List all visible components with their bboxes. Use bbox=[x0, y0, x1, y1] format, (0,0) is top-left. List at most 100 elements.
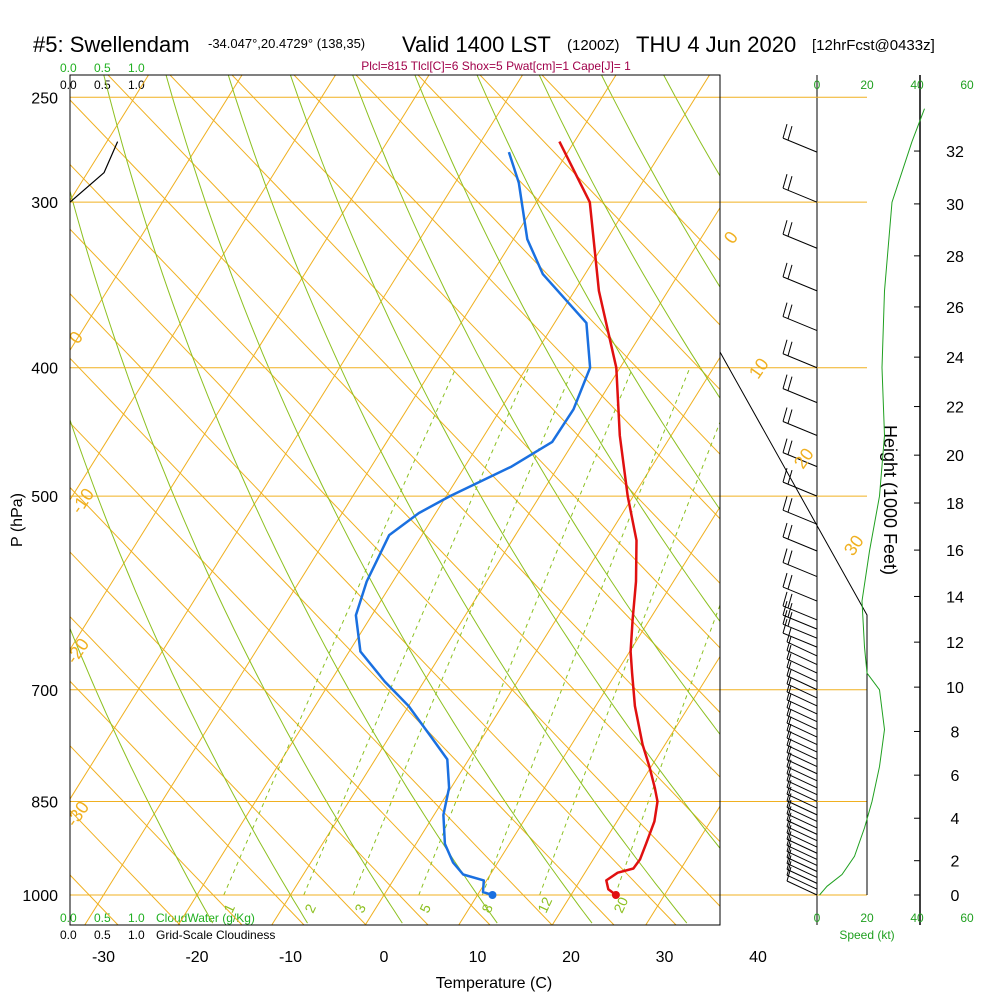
dry-adiabat-line bbox=[850, 74, 1000, 923]
wind-barb bbox=[787, 760, 817, 774]
valid-time: Valid 1400 LST bbox=[402, 32, 551, 57]
speed-tick-bottom: 20 bbox=[860, 911, 874, 925]
wind-barb-flag bbox=[783, 375, 787, 389]
dry-adiabat-grid bbox=[0, 74, 1000, 923]
wind-barb bbox=[787, 692, 817, 706]
guide-line bbox=[432, 25, 1000, 925]
wind-barb bbox=[783, 537, 817, 551]
x-axis-title: Temperature (C) bbox=[436, 975, 552, 992]
height-axis-title: Height (1000 Feet) bbox=[880, 425, 900, 575]
wind-barb bbox=[783, 277, 817, 291]
wind-barb-flag bbox=[783, 523, 787, 537]
bottom-black-tick-1: 0.5 bbox=[94, 928, 111, 942]
isotherm-label: -30 bbox=[62, 798, 93, 831]
wind-barb-flag bbox=[788, 222, 792, 236]
temperature-tick-label: -30 bbox=[92, 949, 115, 966]
wind-barb bbox=[787, 858, 817, 872]
temperature-tick-label: 30 bbox=[656, 949, 674, 966]
station-coords: -34.047°,20.4729° (138,35) bbox=[208, 36, 365, 51]
isotherm-label: -20 bbox=[62, 635, 93, 668]
wind-barb-flag bbox=[788, 470, 792, 484]
bottom-green-tick-0: 0.0 bbox=[60, 911, 77, 925]
dewpoint-line bbox=[356, 152, 590, 895]
wind-barb bbox=[783, 587, 817, 601]
wind-barb-flag bbox=[783, 468, 787, 482]
height-tick-label: 12 bbox=[946, 635, 964, 652]
pressure-grid bbox=[70, 97, 720, 895]
top-black-tick-1: 0.5 bbox=[94, 78, 111, 92]
speed-tick-bottom: 40 bbox=[910, 911, 924, 925]
wind-barb-flag bbox=[788, 410, 792, 424]
wind-envelope-line bbox=[720, 352, 867, 895]
height-tick-label: 2 bbox=[951, 854, 960, 871]
guide-line bbox=[0, 25, 676, 925]
wind-barb bbox=[787, 827, 817, 841]
temperature-line bbox=[559, 142, 657, 895]
stability-indices: Plcl=815 Tlcl[C]=6 Shox=5 Pwat[cm]=1 Cap… bbox=[361, 59, 631, 73]
wind-barb-flag bbox=[783, 124, 787, 138]
wind-barb bbox=[787, 875, 817, 889]
wind-barb-flag bbox=[783, 408, 787, 422]
cloudiness-label: Grid-Scale Cloudiness bbox=[156, 928, 275, 942]
height-tick-label: 32 bbox=[946, 144, 964, 161]
wind-barb bbox=[787, 667, 817, 681]
wind-barb bbox=[787, 767, 817, 781]
mixing-ratio-label: 8 bbox=[478, 901, 496, 915]
height-tick-label: 16 bbox=[946, 543, 964, 560]
wind-barb bbox=[787, 715, 817, 729]
wind-barb bbox=[783, 234, 817, 248]
bottom-black-tick-0: 0.0 bbox=[60, 928, 77, 942]
mixing-ratio-label: 3 bbox=[351, 901, 369, 915]
wind-barb-flag bbox=[788, 551, 792, 565]
isotherm-label: 10 bbox=[745, 354, 773, 382]
guide-line bbox=[122, 25, 986, 925]
mixing-ratio-line bbox=[304, 368, 529, 895]
speed-tick-top: 20 bbox=[860, 78, 874, 92]
top-green-tick-0: 0.0 bbox=[60, 61, 77, 75]
wind-barb-flag bbox=[788, 126, 792, 140]
wind-barb bbox=[783, 606, 817, 620]
isotherm-grid bbox=[0, 25, 1000, 935]
wind-barb bbox=[783, 188, 817, 202]
top-green-tick-2: 1.0 bbox=[128, 61, 145, 75]
pressure-tick-label: 250 bbox=[31, 90, 58, 107]
wind-barb bbox=[787, 833, 817, 847]
mixing-ratio-label: 5 bbox=[416, 901, 434, 915]
temperature-tick-label: 40 bbox=[749, 949, 767, 966]
station-title: #5: Swellendam bbox=[33, 32, 190, 57]
wind-barb bbox=[787, 801, 817, 815]
guide-line bbox=[0, 25, 738, 925]
guide-line bbox=[0, 25, 118, 925]
dry-adiabat-line bbox=[601, 74, 1000, 923]
wind-barb bbox=[787, 807, 817, 821]
wind-barb-flag bbox=[788, 305, 792, 319]
wind-barb bbox=[787, 787, 817, 801]
wind-barb-flag bbox=[788, 498, 792, 512]
wind-barb-flag bbox=[788, 441, 792, 455]
height-tick-label: 0 bbox=[951, 888, 960, 905]
mixing-ratio-grid bbox=[224, 368, 809, 895]
wind-barb-flag bbox=[783, 174, 787, 188]
dry-adiabat-line bbox=[290, 74, 782, 923]
wind-barb-flag bbox=[783, 340, 787, 354]
guide-line bbox=[0, 25, 366, 925]
wind-barb bbox=[787, 820, 817, 834]
wind-barb bbox=[787, 753, 817, 767]
wind-barb bbox=[787, 869, 817, 883]
wind-barb bbox=[787, 863, 817, 877]
wind-barb bbox=[787, 851, 817, 865]
wind-speed-axis-title: Speed (kt) bbox=[839, 928, 894, 942]
wind-barb-flag bbox=[783, 220, 787, 234]
wind-barb bbox=[783, 563, 817, 577]
guide-line bbox=[0, 25, 490, 925]
top-green-tick-1: 0.5 bbox=[94, 61, 111, 75]
pressure-tick-label: 500 bbox=[31, 489, 58, 506]
pressure-tick-label: 300 bbox=[31, 195, 58, 212]
pressure-tick-label: 400 bbox=[31, 361, 58, 378]
top-black-ticks: 0.0 0.5 1.0 bbox=[60, 78, 145, 92]
mixing-ratio-line bbox=[482, 368, 690, 895]
guide-line bbox=[0, 25, 614, 925]
temperature-tick-label: 20 bbox=[562, 949, 580, 966]
